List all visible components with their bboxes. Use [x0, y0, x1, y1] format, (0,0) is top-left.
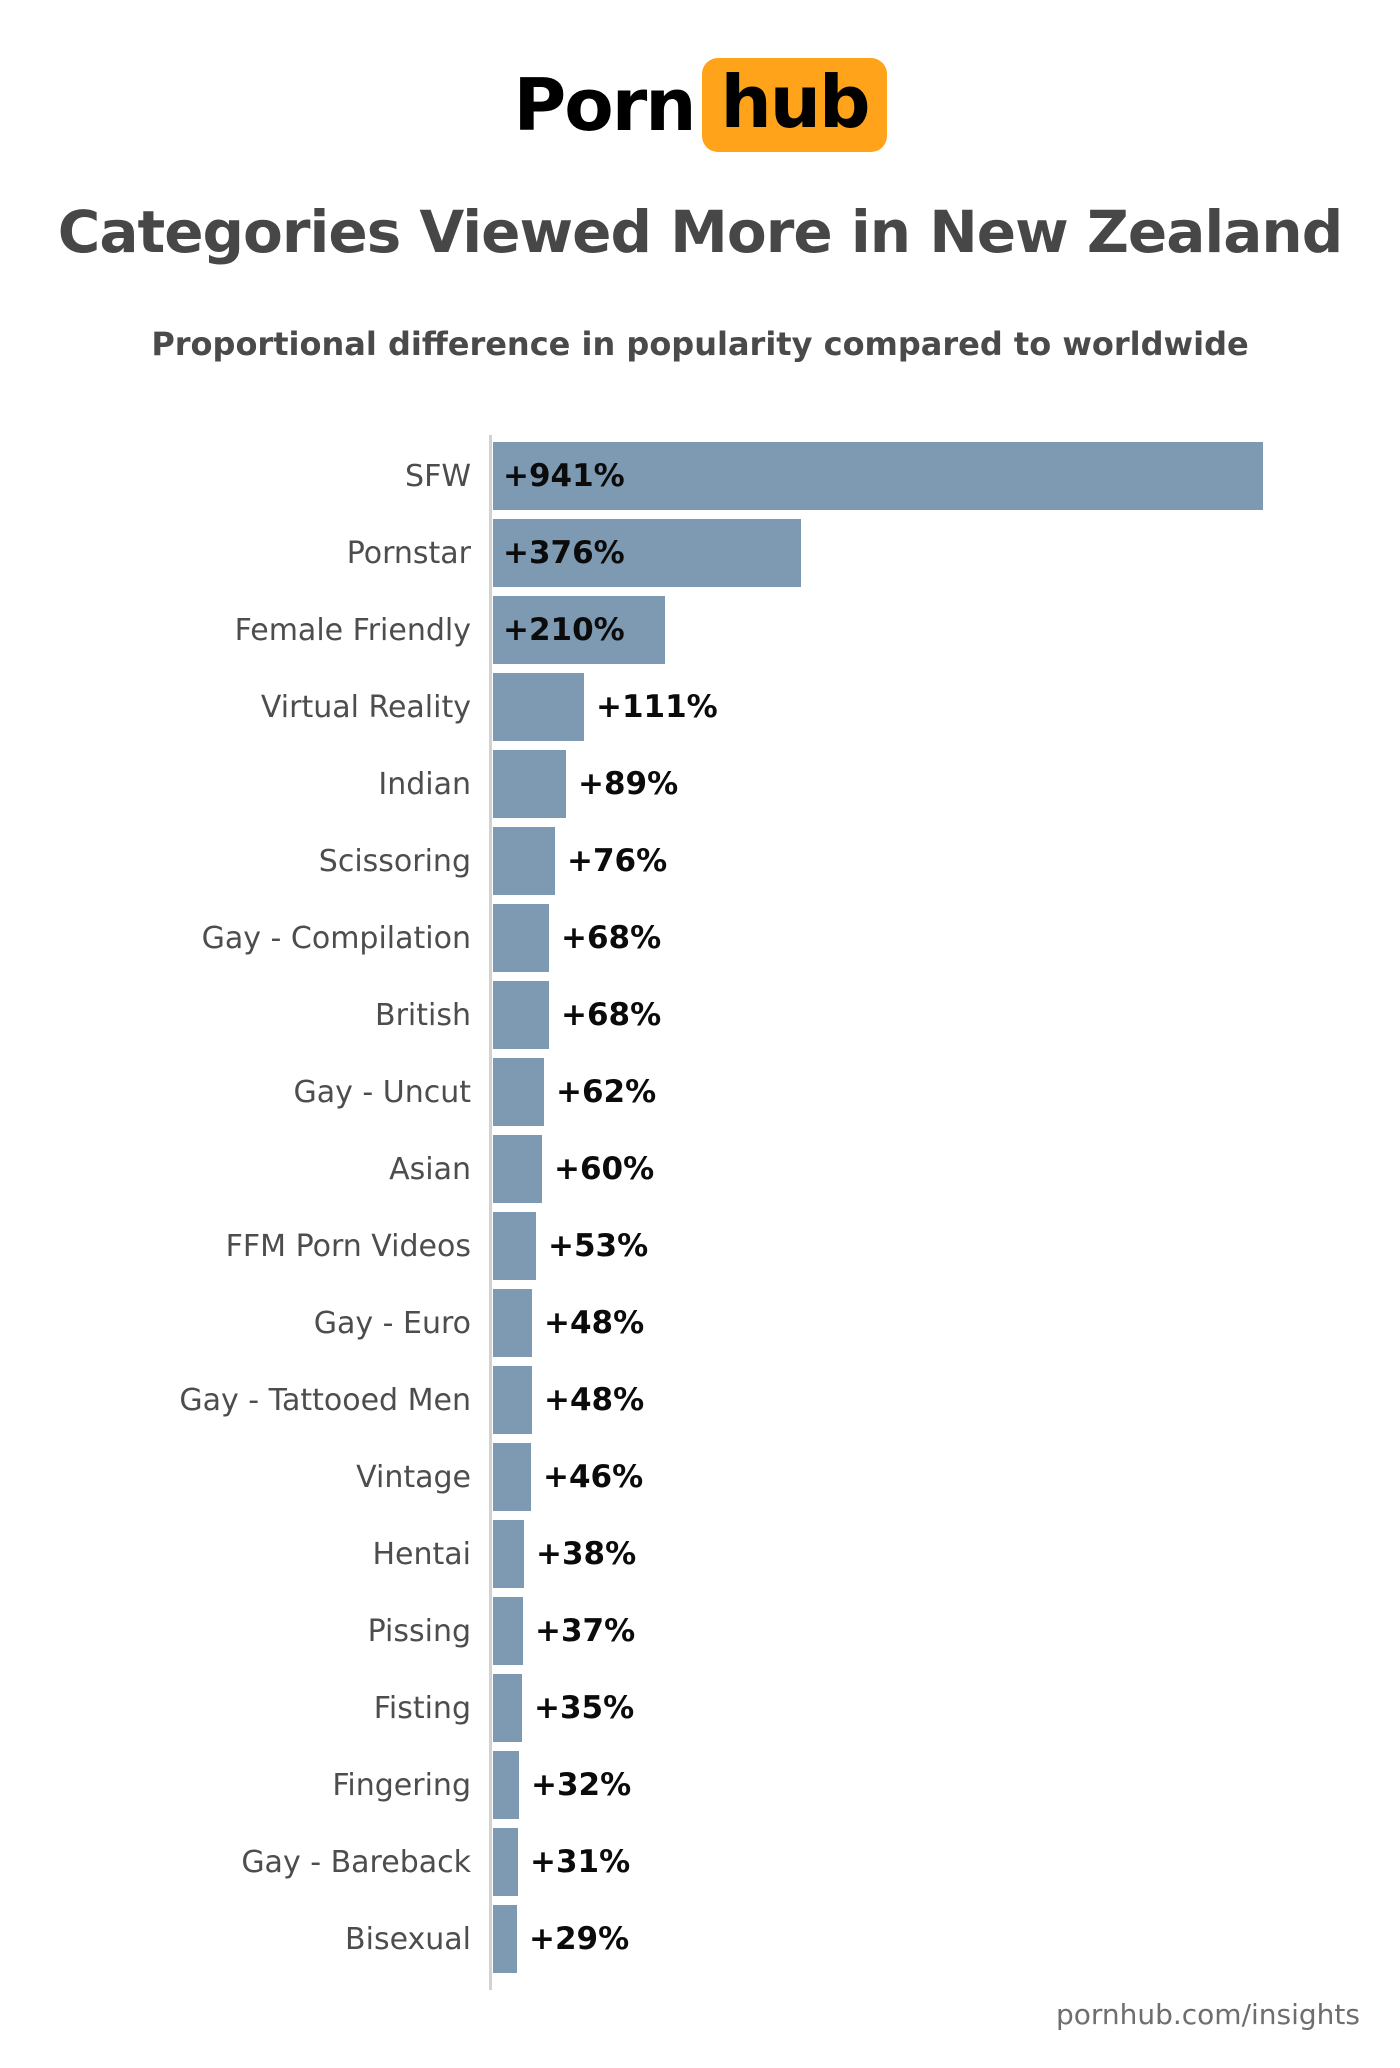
category-label: Vintage — [356, 1459, 471, 1495]
category-label: Gay - Compilation — [201, 920, 471, 956]
logo-hub-badge: hub — [702, 58, 887, 152]
insights-url: pornhub.com/insights — [1055, 1998, 1360, 2031]
value-label: +48% — [544, 1382, 645, 1418]
bar — [493, 1135, 542, 1203]
bar-row: British +68% — [0, 981, 1263, 1049]
category-label: Female Friendly — [234, 612, 471, 648]
value-label: +53% — [548, 1228, 649, 1264]
bar-row: Asian +60% — [0, 1135, 1263, 1203]
category-label: Gay - Bareback — [241, 1844, 471, 1880]
bar — [493, 1597, 523, 1665]
bar-row: Pornstar +376% — [0, 519, 1263, 587]
bar — [493, 1751, 519, 1819]
pornhub-logo: Porn hub — [0, 58, 1400, 152]
category-label: Fingering — [332, 1767, 471, 1803]
bar-row: FFM Porn Videos +53% — [0, 1212, 1263, 1280]
bar — [493, 904, 549, 972]
bar — [493, 1905, 517, 1973]
value-label: +376% — [503, 535, 625, 571]
bar — [493, 1828, 518, 1896]
bar — [493, 750, 566, 818]
bar-row: Scissoring +76% — [0, 827, 1263, 895]
value-label: +29% — [529, 1921, 630, 1957]
bar-row: Pissing +37% — [0, 1597, 1263, 1665]
bar-row: Virtual Reality +111% — [0, 673, 1263, 741]
bar-row: Bisexual +29% — [0, 1905, 1263, 1973]
value-label: +31% — [530, 1844, 631, 1880]
bar-row: Hentai +38% — [0, 1520, 1263, 1588]
category-label: Hentai — [372, 1536, 471, 1572]
value-label: +48% — [544, 1305, 645, 1341]
value-label: +68% — [561, 997, 662, 1033]
bar-row: Fingering +32% — [0, 1751, 1263, 1819]
value-label: +76% — [567, 843, 668, 879]
bar-row: SFW +941% — [0, 442, 1263, 510]
value-label: +37% — [535, 1613, 636, 1649]
bar: +210% — [493, 596, 665, 664]
category-label: Indian — [378, 766, 471, 802]
category-label: Pissing — [367, 1613, 471, 1649]
axis-line — [489, 435, 492, 1990]
bar-row: Indian +89% — [0, 750, 1263, 818]
bar-row: Gay - Uncut +62% — [0, 1058, 1263, 1126]
category-label: FFM Porn Videos — [225, 1228, 471, 1264]
bar-row: Gay - Tattooed Men +48% — [0, 1366, 1263, 1434]
category-label: British — [375, 997, 471, 1033]
category-label: Gay - Tattooed Men — [179, 1382, 471, 1418]
category-label: Gay - Uncut — [293, 1074, 471, 1110]
value-label: +46% — [543, 1459, 644, 1495]
value-label: +111% — [596, 689, 718, 725]
value-label: +62% — [556, 1074, 657, 1110]
value-label: +35% — [534, 1690, 635, 1726]
bar — [493, 1212, 536, 1280]
bar — [493, 1366, 532, 1434]
bar — [493, 827, 555, 895]
category-label: Fisting — [373, 1690, 471, 1726]
page-subtitle: Proportional difference in popularity co… — [151, 325, 1249, 363]
bar-chart: SFW +941% Pornstar +376% Female Friendly +210… — [0, 442, 1263, 1973]
bar-row: Gay - Compilation +68% — [0, 904, 1263, 972]
bar — [493, 1674, 522, 1742]
value-label: +38% — [536, 1536, 637, 1572]
bar — [493, 1443, 531, 1511]
logo-text-porn: Porn — [513, 63, 696, 147]
bar — [493, 1289, 532, 1357]
bar: +376% — [493, 519, 801, 587]
logo-text-hub: hub — [720, 60, 870, 144]
bar-row: Female Friendly +210% — [0, 596, 1263, 664]
value-label: +32% — [531, 1767, 632, 1803]
value-label: +68% — [561, 920, 662, 956]
category-label: SFW — [405, 458, 471, 494]
category-label: Gay - Euro — [313, 1305, 471, 1341]
bar — [493, 1520, 524, 1588]
category-label: Bisexual — [345, 1921, 471, 1957]
page-title: Categories Viewed More in New Zealand — [57, 198, 1343, 266]
bar-row: Vintage +46% — [0, 1443, 1263, 1511]
bar-row: Fisting +35% — [0, 1674, 1263, 1742]
category-label: Virtual Reality — [260, 689, 471, 725]
bar — [493, 673, 584, 741]
bar — [493, 1058, 544, 1126]
value-label: +210% — [503, 612, 625, 648]
bar-row: Gay - Bareback +31% — [0, 1828, 1263, 1896]
bar-row: Gay - Euro +48% — [0, 1289, 1263, 1357]
bar: +941% — [493, 442, 1263, 510]
value-label: +89% — [578, 766, 679, 802]
category-label: Pornstar — [346, 535, 471, 571]
value-label: +60% — [554, 1151, 655, 1187]
bar — [493, 981, 549, 1049]
category-label: Asian — [389, 1151, 471, 1187]
category-label: Scissoring — [318, 843, 471, 879]
value-label: +941% — [503, 458, 625, 494]
